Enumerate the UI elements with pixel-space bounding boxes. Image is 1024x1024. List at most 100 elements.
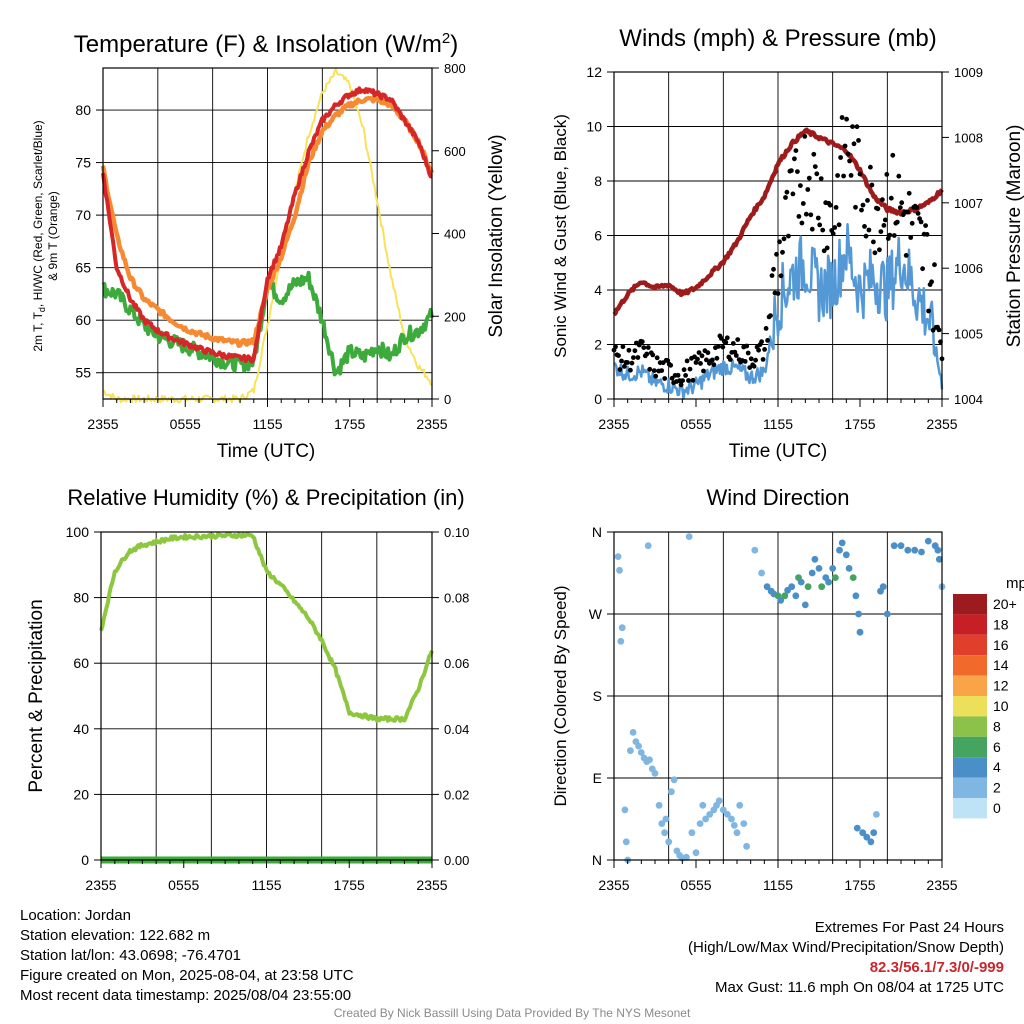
direction-point [842, 551, 850, 559]
gust-point [899, 200, 905, 206]
gust-point [833, 205, 839, 210]
gust-point [711, 362, 717, 368]
direction-point [811, 555, 819, 563]
gust-point [786, 233, 791, 239]
gust-point [908, 235, 914, 240]
direction-point [781, 592, 789, 600]
gust-point [765, 338, 770, 343]
gust-point [799, 220, 805, 226]
humidity-xtick-label: 1155 [251, 877, 281, 893]
humidity-ytick-label: 60 [73, 655, 89, 671]
direction-point [702, 815, 709, 823]
winds-ytick-label: 0 [594, 391, 602, 407]
gust-point [790, 191, 796, 197]
gust-point [686, 378, 691, 383]
humidity-xtick-label: 2355 [416, 877, 447, 893]
gust-point [629, 360, 635, 366]
gust-point [795, 169, 800, 175]
humidity-panel: Relative Humidity (%) & Precipitation (i… [26, 485, 469, 893]
direction-point [870, 829, 878, 837]
speed-legend-label: 10 [993, 698, 1009, 714]
winds-ytick-label: 4 [594, 282, 602, 298]
winds-ytick-label: 12 [586, 64, 602, 80]
gust-point [644, 351, 650, 357]
direction-ytick-label: N [592, 852, 602, 868]
speed-legend-label: 12 [993, 678, 1009, 694]
direction-xtick-label: 1755 [844, 877, 875, 893]
gust-point [724, 335, 730, 341]
speed-legend-label: 2 [993, 780, 1001, 796]
direction-point [763, 583, 771, 591]
gust-point [820, 227, 826, 233]
winds-ylabel-right: Station Pressure (Maroon) [1004, 125, 1024, 348]
direction-grid [614, 532, 942, 860]
direction-ylabel-left: Direction (Colored By Speed) [551, 585, 570, 806]
direction-point [853, 824, 861, 832]
gust-point [832, 225, 838, 230]
gust-point [751, 363, 757, 369]
gust-point [857, 171, 863, 177]
direction-point [655, 801, 663, 809]
gust-point [803, 211, 809, 217]
direction-point [621, 806, 629, 814]
winds-series [611, 115, 945, 400]
direction-point [685, 533, 693, 540]
humidity-ytick-right-label: 0.08 [444, 591, 469, 606]
gust-point [878, 229, 884, 235]
direction-point [629, 729, 637, 736]
speed-legend-label: 20+ [993, 596, 1017, 612]
gust-point [695, 356, 700, 362]
gust-point [654, 355, 660, 361]
gust-point [839, 115, 845, 120]
speed-legend-label: 16 [993, 637, 1009, 653]
speed-legend-swatch [953, 614, 987, 635]
gust-point [918, 219, 924, 225]
gust-point [622, 364, 627, 369]
winds-ytick-right-label: 1009 [954, 65, 983, 80]
direction-point [867, 838, 875, 846]
gust-point [894, 219, 900, 225]
direction-point [845, 565, 853, 572]
gust-point [815, 215, 821, 221]
humidity-title: Relative Humidity (%) & Precipitation (i… [67, 485, 464, 510]
temperature-ytick-label: 80 [75, 102, 91, 118]
speed-legend-swatch [953, 798, 987, 819]
winds-panel: Winds (mph) & Pressure (mb) 2355 0555 1155… [551, 25, 1024, 462]
gust-point [720, 344, 726, 350]
gust-point [897, 205, 903, 211]
gust-point [756, 347, 761, 353]
extremes-title: Extremes For Past 24 Hours [814, 919, 1004, 936]
gust-point [635, 355, 641, 360]
gust-point [915, 211, 921, 216]
speed-legend-swatch [953, 634, 987, 656]
latest-timestamp: Most recent data timestamp: 2025/08/04 2… [20, 987, 352, 1004]
gust-point [806, 175, 812, 181]
gust-point [641, 345, 647, 350]
direction-point [918, 548, 925, 556]
gust-point [798, 183, 803, 189]
direction-xtick-label: 2355 [926, 877, 957, 893]
gust-point [805, 187, 811, 192]
humidity-ytick-right-label: 0.00 [444, 853, 469, 868]
speed-legend-label: 4 [993, 759, 1001, 775]
gust-point [809, 226, 815, 232]
winds-ytick-label: 2 [594, 337, 602, 353]
gust-point [631, 355, 636, 360]
gust-point [887, 232, 893, 238]
gust-point [863, 233, 869, 239]
temperature-xtick-label: 1755 [334, 416, 365, 432]
gust-point [896, 173, 902, 179]
humidity-ytick-label: 80 [73, 590, 89, 606]
gust-point [775, 291, 781, 296]
temp-2m-line [101, 86, 433, 364]
gust-point [871, 239, 876, 245]
gust-point [653, 373, 659, 379]
direction-point [662, 815, 670, 823]
gust-point [884, 172, 890, 177]
gust-point [747, 365, 753, 370]
direction-ytick-label: W [589, 606, 603, 622]
direction-point [724, 811, 731, 818]
gust-point [768, 313, 773, 318]
gust-point [868, 164, 873, 170]
gust-point [774, 251, 779, 257]
